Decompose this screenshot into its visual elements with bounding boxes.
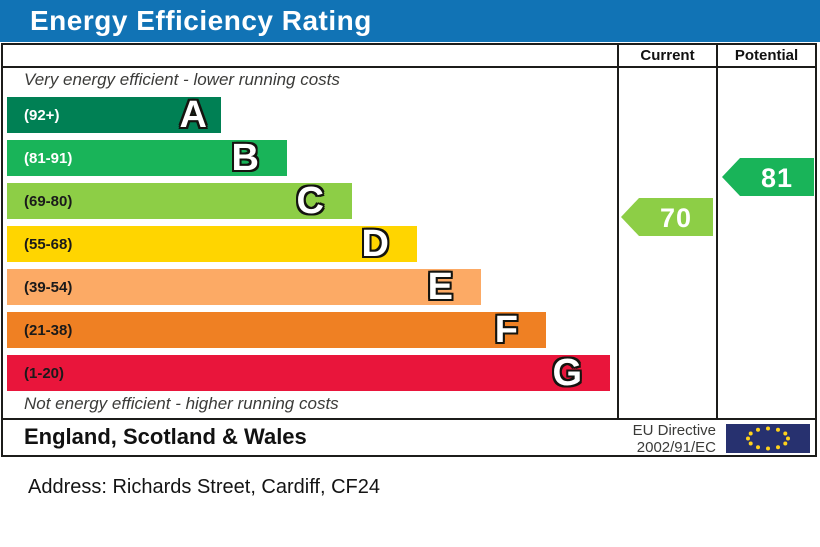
footer-separator-line [3, 418, 815, 420]
band-row-d: (55-68) D [7, 223, 417, 265]
band-range: (55-68) [24, 235, 73, 253]
current-rating-value: 70 [660, 203, 692, 233]
current-arrow-shape [621, 198, 713, 236]
band-letter: C [296, 180, 324, 222]
column-header-potential: Potential [734, 47, 799, 64]
potential-arrow-shape [722, 158, 814, 196]
page-title: Energy Efficiency Rating [30, 5, 372, 36]
header-separator-line [3, 66, 815, 68]
title-bar: Energy Efficiency Rating [0, 0, 820, 42]
band-letter: G [552, 352, 582, 394]
potential-rating-arrow: 81 [722, 158, 814, 196]
band-row-c: (69-80) C [7, 180, 352, 222]
band-range: (69-80) [24, 192, 73, 210]
band-letter: A [179, 94, 207, 136]
current-rating-arrow: 70 [621, 198, 713, 236]
top-note: Very energy efficient - lower running co… [24, 70, 340, 89]
eu-directive-line1: EU Directive [632, 422, 716, 439]
eu-flag-icon [726, 424, 810, 453]
band-row-f: (21-38) F [7, 309, 546, 351]
band-letter: F [494, 309, 518, 351]
band-letter: B [231, 137, 259, 179]
potential-column-divider [716, 45, 718, 420]
rating-table: Current Potential Very energy efficient … [1, 43, 817, 457]
band-letter: D [361, 223, 389, 265]
eu-directive-label: EU Directive 2002/91/EC [556, 422, 716, 456]
band-row-b: (81-91) B [7, 137, 287, 179]
band-row-g: (1-20) G [7, 352, 610, 394]
address-line: Address: Richards Street, Cardiff, CF24 [28, 476, 380, 498]
band-range: (1-20) [24, 364, 65, 382]
band-range: (39-54) [24, 278, 73, 296]
band-row-a: (92+) A [7, 94, 221, 136]
band-letter: E [427, 266, 453, 308]
region-label: England, Scotland & Wales [24, 424, 307, 449]
band-row-e: (39-54) E [7, 266, 481, 308]
column-header-current: Current [640, 47, 695, 64]
potential-rating-value: 81 [761, 163, 793, 193]
band-range: (21-38) [24, 321, 73, 339]
eu-directive-line2: 2002/91/EC [636, 439, 716, 456]
current-column-divider [617, 45, 619, 420]
band-range: (81-91) [24, 149, 73, 167]
band-range: (92+) [24, 106, 60, 124]
bottom-note: Not energy efficient - higher running co… [24, 394, 339, 413]
